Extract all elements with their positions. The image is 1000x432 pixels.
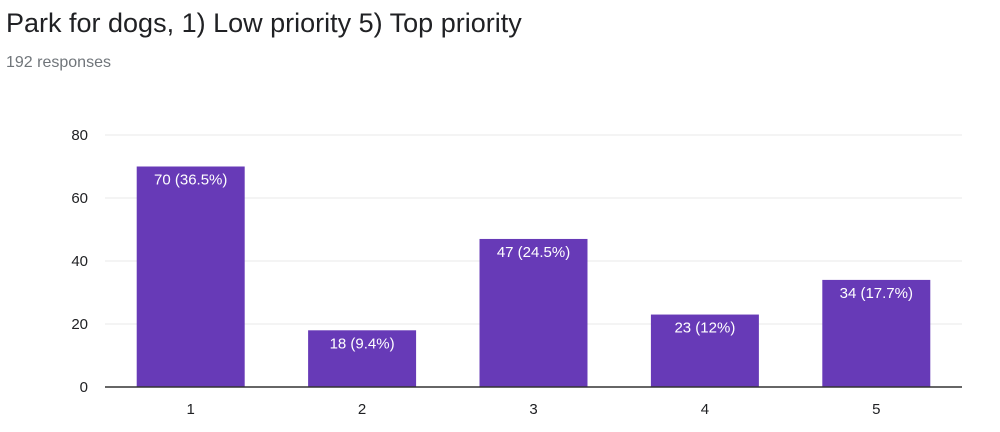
y-tick-label: 20: [71, 316, 88, 333]
x-tick-label: 5: [872, 401, 880, 418]
x-tick-label: 1: [187, 401, 195, 418]
bar-data-label: 23 (12%): [674, 320, 735, 337]
bar-5: [822, 279, 931, 387]
bar-data-label: 70 (36.5%): [154, 172, 227, 189]
x-tick-label: 2: [358, 401, 366, 418]
y-tick-label: 80: [71, 127, 88, 144]
y-tick-label: 40: [71, 253, 88, 270]
x-tick-label: 4: [701, 401, 709, 418]
y-tick-label: 60: [71, 190, 88, 207]
page-title: Park for dogs, 1) Low priority 5) Top pr…: [6, 8, 522, 38]
bar-data-label: 47 (24.5%): [497, 244, 570, 261]
bar-1: [136, 166, 245, 387]
bar-3: [479, 238, 588, 387]
bar-data-label: 34 (17.7%): [840, 285, 913, 302]
y-tick-label: 0: [80, 379, 88, 396]
labels: 0 20 40 60 80 70 (36.5%) 1 18 (9.4%) 2 47 (24.5%)…: [71, 127, 913, 418]
bar-2: [308, 330, 417, 387]
response-count: 192 responses: [6, 54, 111, 71]
bar-data-label: 18 (9.4%): [330, 335, 395, 352]
bar-4: [650, 314, 759, 387]
x-tick-label: 3: [529, 401, 537, 418]
bars: [136, 166, 931, 387]
